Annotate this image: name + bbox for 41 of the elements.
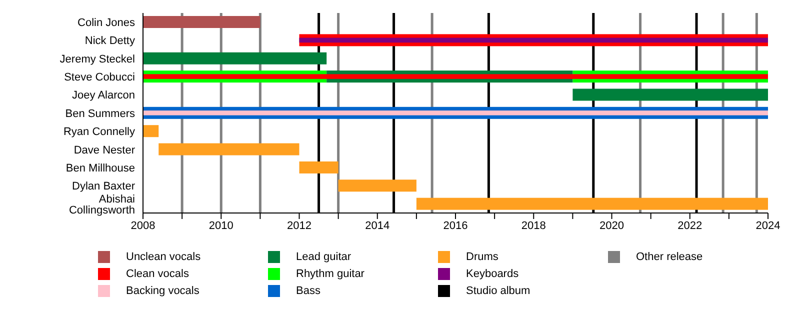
bar [143,52,327,64]
legend-label: Clean vocals [126,268,189,280]
bar [338,180,416,192]
y-tick-label: Dylan Baxter [72,180,136,193]
legend-label: Unclean vocals [126,250,201,262]
legend-label: Studio album [466,284,530,296]
legend-label: Drums [466,250,498,262]
legend-label: Backing vocals [126,284,200,296]
x-tick-label: 2012 [287,220,312,232]
x-tick-label: 2018 [521,220,546,232]
bar [299,161,338,174]
bar [572,88,768,101]
x-tick-label: 2010 [208,220,234,232]
legend-label: Lead guitar [296,250,352,262]
bar [158,143,300,156]
x-tick-label: 2020 [600,220,624,232]
x-tick-label: 2016 [443,220,468,232]
x-tick-label: 2022 [678,220,702,232]
y-tick-label: Joey Alarcon [72,90,135,102]
legend-label: Rhythm guitar [296,268,364,280]
x-tick-label: 2008 [130,220,156,232]
y-tick-label: Colin Jones [78,16,136,29]
bar [143,110,768,116]
legend-label: Bass [296,284,320,296]
y-tick-label: Ryan Connelly [63,126,136,138]
legend-label: Other release [636,250,703,262]
y-tick-label: Nick Detty [84,35,136,48]
y-tick-label: Abishai Collingsworth [68,193,135,216]
bar [299,38,768,43]
bar [416,198,768,210]
y-tick-label: Ben Summers [65,108,136,120]
y-tick-label: Jeremy Steckel [60,53,135,66]
bar [143,74,768,79]
y-tick-label: Dave Nester [74,144,136,156]
bar [143,125,159,138]
x-tick-label: 2014 [365,220,390,232]
y-tick-label: Ben Millhouse [66,162,135,174]
x-tick-label: 2024 [756,220,780,232]
legend-label: Keyboards [466,268,519,280]
y-tick-label: Steve Cobucci [64,72,135,84]
bar [143,16,260,28]
